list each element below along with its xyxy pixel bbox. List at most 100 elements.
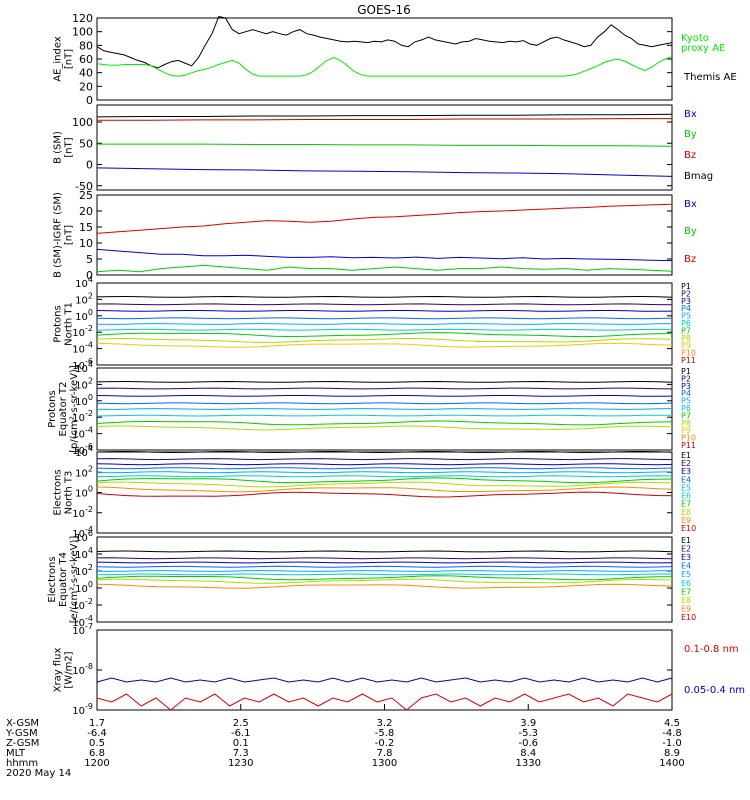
y-axis-label-4-2: [p/(cm²-s-sr-keV)]	[69, 365, 80, 453]
y-tick-label-5-4: 104	[75, 444, 93, 459]
x-tick-label-4-2: 1300	[372, 758, 397, 769]
legend-entry-4-5: P6	[681, 404, 691, 413]
level-line-5-2	[96, 463, 673, 466]
y-tick-label-0-5: 100	[72, 26, 93, 39]
level-line-6-5	[96, 573, 673, 576]
legend-entry-1-1: By	[684, 129, 697, 140]
y-tick-label-6-4: 104	[75, 546, 93, 561]
y-tick-label-3-1: 10-4	[72, 341, 93, 356]
legend-entry-4-1: P2	[681, 374, 691, 383]
level-line-6-0	[96, 550, 673, 553]
x-tick-label-2-0: 0.5	[89, 738, 105, 749]
series-line-1-1	[97, 118, 672, 121]
legend-entry-2-1: By	[684, 226, 697, 237]
x-tick-label-2-2: -0.2	[375, 738, 395, 749]
x-tick-label-4-3: 1330	[516, 758, 541, 769]
legend-entry-2-0: Bx	[684, 199, 697, 210]
x-tick-label-1-3: -5.3	[518, 728, 538, 739]
level-line-3-4	[96, 323, 673, 325]
legend-entry-6-0: E1	[681, 536, 691, 545]
legend-entry-3-6: P7	[681, 326, 691, 335]
x-row-label-1: Y-GSM	[5, 728, 38, 739]
y-axis-label-4-1: Equator T2	[58, 382, 69, 437]
legend-entry-1-0: Bx	[684, 109, 697, 120]
level-line-3-0	[96, 295, 673, 298]
series-line-1-3	[96, 167, 673, 177]
level-line-5-1	[96, 458, 673, 461]
legend-entry-3-1: P2	[681, 289, 691, 298]
y-tick-label-4-2: 10-2	[72, 409, 93, 424]
legend-entry-3-5: P6	[681, 319, 691, 328]
level-line-3-1	[96, 303, 673, 306]
legend-entry-1-2: Bz	[684, 150, 696, 161]
x-tick-label-1-2: -5.8	[375, 728, 395, 739]
level-line-6-7	[96, 578, 673, 584]
x-tick-label-1-0: -6.4	[87, 728, 107, 739]
y-tick-label-2-0: 0	[86, 269, 93, 282]
y-tick-label-3-4: 102	[75, 291, 93, 306]
legend-entry-5-7: E8	[681, 508, 691, 517]
y-tick-label-2-5: 25	[79, 189, 93, 202]
x-tick-label-3-0: 6.8	[89, 748, 105, 759]
level-line-6-1	[96, 557, 673, 560]
y-tick-label-0-0: 0	[86, 94, 93, 107]
legend-entry-5-4: E5	[681, 483, 691, 492]
legend-entry-6-3: E4	[681, 562, 691, 571]
level-line-5-0	[96, 450, 673, 454]
series-line-7-0	[96, 677, 673, 683]
legend-entry-4-7: P8	[681, 419, 691, 428]
level-line-3-7	[96, 337, 673, 343]
y-axis-label-6-1: Equator T4	[58, 552, 69, 607]
legend-entry-3-8: P9	[681, 341, 691, 350]
legend-entry-4-4: P5	[681, 397, 691, 406]
y-tick-label-0-3: 60	[79, 53, 93, 66]
y-axis-label-0-1: [nT]	[64, 49, 75, 69]
x-tick-label-3-2: 7.8	[377, 748, 393, 759]
level-line-3-3	[96, 317, 673, 320]
legend-entry-4-2: P3	[681, 382, 691, 391]
legend-entry-6-5: E6	[681, 579, 691, 588]
level-line-5-8	[96, 486, 673, 493]
series-line-2-2	[96, 264, 673, 273]
legend-entry-6-6: E7	[681, 587, 691, 596]
legend-entry-0-2: Themis AE	[683, 72, 737, 83]
legend-entry-1-3: Bmag	[684, 171, 713, 182]
y-tick-label-6-2: 100	[75, 580, 93, 595]
y-tick-label-2-3: 15	[79, 221, 93, 234]
legend-entry-5-0: E1	[681, 451, 691, 460]
y-axis-label-3-0: Protons	[53, 305, 64, 342]
panel-frame-0	[96, 17, 673, 101]
legend-entry-4-0: P1	[681, 367, 691, 376]
series-line-1-0	[96, 113, 673, 118]
y-tick-label-4-0: 10-6	[72, 442, 93, 457]
x-tick-label-0-0: 1.7	[89, 718, 105, 729]
level-line-3-8	[96, 342, 673, 348]
y-tick-label-5-0: 10-4	[72, 525, 93, 540]
y-axis-label-2-1: [nT]	[64, 225, 75, 245]
x-row-label-0: X-GSM	[6, 718, 39, 729]
level-line-4-2	[96, 395, 673, 397]
y-tick-label-4-4: 102	[75, 376, 93, 391]
date-label: 2020 May 14	[6, 768, 71, 779]
legend-entry-0-0: Kyoto	[681, 33, 709, 44]
x-tick-label-2-3: -0.6	[518, 738, 538, 749]
legend-entry-3-7: P8	[681, 334, 691, 343]
y-tick-label-3-2: 10-2	[72, 324, 93, 339]
legend-entry-6-4: E5	[681, 570, 691, 579]
legend-entry-4-3: P4	[681, 389, 691, 398]
y-axis-label-6-0: Electrons	[47, 556, 58, 602]
level-line-4-5	[96, 414, 673, 417]
y-tick-label-1-3: 100	[72, 116, 93, 129]
y-tick-label-3-5: 104	[75, 275, 93, 290]
x-tick-label-3-3: 8.4	[520, 748, 536, 759]
x-tick-label-4-0: 1200	[84, 758, 109, 769]
legend-entry-3-2: P3	[681, 297, 691, 306]
legend-entry-6-7: E8	[681, 596, 691, 605]
level-line-4-4	[96, 408, 673, 410]
y-tick-label-3-0: 10-6	[72, 357, 93, 372]
y-tick-label-7-1: 10-8	[72, 662, 93, 677]
x-tick-label-4-4: 1400	[659, 758, 684, 769]
y-tick-label-0-2: 40	[79, 67, 93, 80]
legend-entry-3-4: P5	[681, 312, 691, 321]
